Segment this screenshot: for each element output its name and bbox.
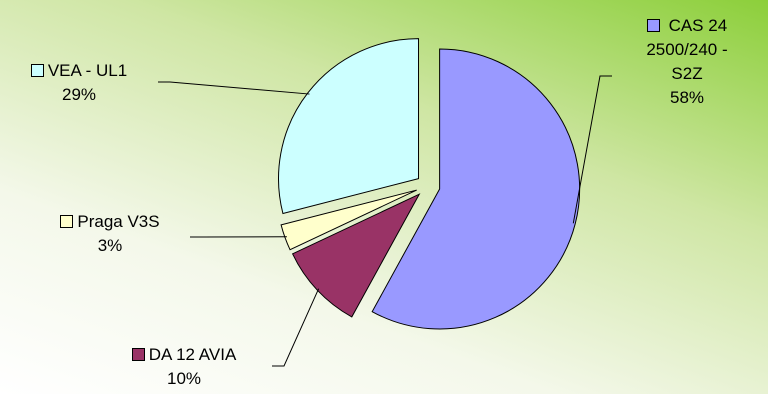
leader-line-cas-24-2500-240-s2z: [572, 75, 612, 224]
pie-slice-da-12-avia: [291, 193, 421, 318]
leader-line-da-12-avia: [272, 288, 320, 367]
slice-label-vea-ul1: VEA - UL1 29%: [4, 59, 154, 107]
slice-label-praga-v3s: Praga V3S 3%: [30, 210, 190, 258]
slice-name: DA 12 AVIA: [148, 345, 237, 364]
legend-swatch-cas-24: [646, 19, 660, 32]
slice-value-label: 29%: [61, 85, 97, 104]
slice-name-line-1: CAS 24: [668, 16, 728, 35]
slice-value-label: 10%: [166, 369, 202, 388]
slice-name: Praga V3S: [77, 212, 160, 231]
pie-slice-cas-24-2500-240-s2z: [371, 48, 581, 330]
slice-name-line-3: S2Z: [671, 64, 703, 83]
pie-slice-vea-ul1: [278, 38, 420, 215]
leader-line-vea-ul1: [158, 81, 310, 95]
slice-name-line-2: 2500/240 -: [646, 40, 728, 59]
slice-label-da-12-avia: DA 12 AVIA 10%: [98, 343, 270, 391]
slice-name: VEA - UL1: [47, 61, 128, 80]
legend-swatch-da-12-avia: [131, 348, 145, 361]
legend-swatch-vea-ul1: [30, 64, 44, 77]
pie-slice-praga-v3s: [280, 189, 417, 251]
slice-value-label: 3%: [97, 236, 123, 255]
legend-swatch-praga-v3s: [60, 215, 74, 228]
slice-value-label: 58%: [669, 88, 705, 107]
slice-label-cas-24: CAS 24 2500/240 - S2Z 58%: [612, 14, 762, 110]
